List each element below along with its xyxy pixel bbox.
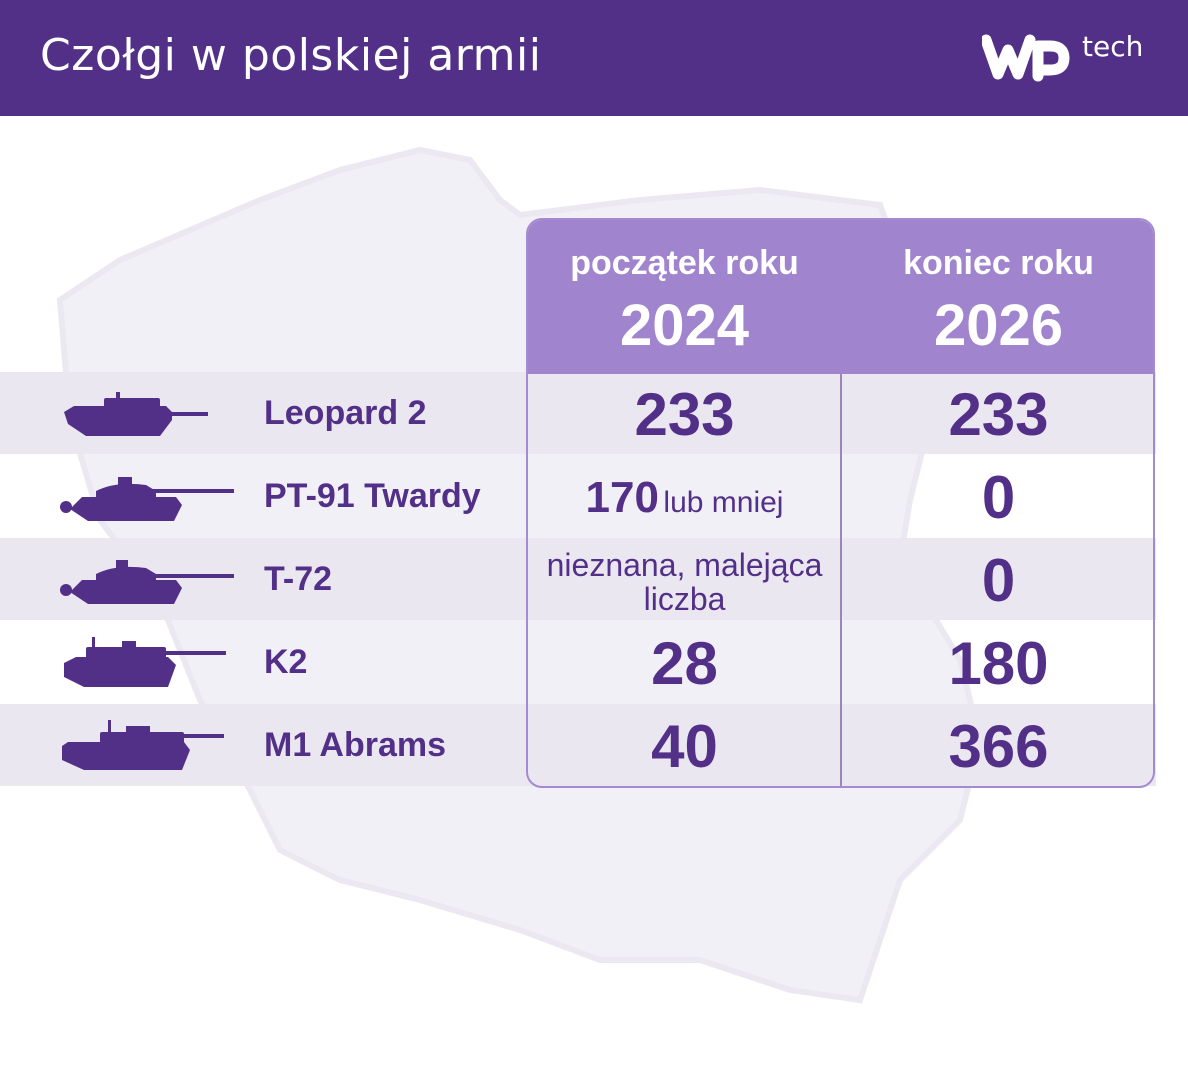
cell-start-value: 40 xyxy=(651,713,718,780)
table-row-pt-91-twardy: PT-91 Twardy xyxy=(0,455,1156,537)
cell-start-value: 233 xyxy=(634,381,735,448)
tank-name: Leopard 2 xyxy=(264,394,427,432)
column-header-2024: początek roku 2024 xyxy=(570,244,799,358)
wp-logo-icon xyxy=(982,34,1070,82)
table-header: początek roku 2024 koniec roku 2026 xyxy=(528,220,1153,374)
page-title: Czołgi w polskiej armii xyxy=(40,30,542,81)
tank-name: K2 xyxy=(264,643,308,681)
column-divider xyxy=(840,374,842,786)
cell-end-value: 366 xyxy=(948,713,1049,780)
t-72-tank-icon xyxy=(60,560,234,604)
table-row-leopard-2: Leopard 2 xyxy=(0,372,1156,454)
cell-end-value: 180 xyxy=(948,630,1049,697)
pt-91-tank-icon xyxy=(60,477,234,521)
table-row-m1-abrams: M1 Abrams xyxy=(0,704,1156,786)
tank-name: T-72 xyxy=(264,560,333,598)
tank-name: M1 Abrams xyxy=(264,726,447,764)
header-bar: Czołgi w polskiej armii tech xyxy=(0,0,1188,116)
table-row-k2: K2 xyxy=(0,621,1156,703)
cell-end-value: 233 xyxy=(948,381,1049,448)
cell-end-value: 0 xyxy=(981,464,1016,531)
leopard-2-tank-icon xyxy=(64,392,208,436)
comparison-table: początek roku 2024 koniec roku 2026 233 … xyxy=(526,218,1155,788)
cell-start-value: nieznana, malejąca liczba xyxy=(546,547,823,617)
m1-abrams-tank-icon xyxy=(62,720,224,770)
cell-start-value: 170 lub mniej xyxy=(585,473,784,522)
tank-name: PT-91 Twardy xyxy=(264,477,481,515)
column-header-2026: koniec roku 2026 xyxy=(903,244,1094,358)
logo-tech-text: tech xyxy=(1082,30,1144,63)
wp-tech-logo[interactable]: tech xyxy=(982,30,1144,86)
table-row-t-72: T-72 xyxy=(0,538,1156,620)
k2-tank-icon xyxy=(64,637,226,687)
cell-start-value: 28 xyxy=(651,630,718,697)
cell-end-value: 0 xyxy=(981,547,1016,614)
